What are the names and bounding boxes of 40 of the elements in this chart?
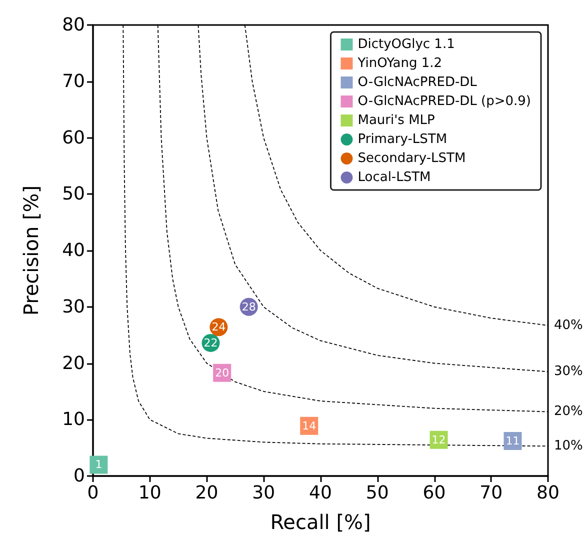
annotation: 11	[506, 434, 520, 448]
y-tick-label: 0	[74, 466, 85, 486]
x-axis-title: Recall [%]	[270, 510, 371, 534]
x-tick-label: 80	[536, 482, 560, 504]
y-tick-label: 30	[62, 296, 85, 318]
legend-label: Secondary-LSTM	[358, 151, 466, 166]
x-tick-label: 30	[252, 482, 276, 504]
y-tick-label: 40	[62, 240, 85, 261]
legend-label: Local-LSTM	[358, 170, 431, 185]
annotation: 20	[215, 366, 230, 380]
annotation: 28	[242, 300, 256, 314]
y-tick-label: 10	[62, 409, 85, 430]
annotation: 1	[95, 458, 102, 472]
x-tick-label: 70	[480, 482, 503, 504]
y-tick-label: 70	[62, 70, 85, 92]
series-label: 30%	[554, 364, 583, 380]
annotation: 12	[432, 433, 446, 446]
y-tick-label: 80	[62, 14, 85, 36]
x-tick-label: 20	[195, 482, 218, 504]
legend-label: YinOYang 1.2	[356, 56, 442, 71]
legend-label: Mauri's MLP	[358, 113, 436, 128]
x-tick-label: 0	[87, 482, 99, 504]
y-axis-title: Precision [%]	[19, 185, 43, 316]
series-label: 10%	[554, 438, 583, 454]
annotation: 14	[302, 419, 316, 432]
y-tick-label: 60	[62, 127, 85, 148]
y-tick-label: 20	[62, 352, 85, 374]
legend-label: Primary-LSTM	[358, 132, 448, 147]
legend-label: O-GlcNAcPRED-DL	[358, 75, 478, 90]
x-tick-label: 10	[138, 482, 162, 504]
annotation: 24	[212, 320, 226, 334]
annotation: 22	[204, 336, 218, 350]
y-tick-label: 50	[62, 184, 85, 205]
legend-label: O-GlcNAcPRED-DL (p>0.9)	[358, 94, 531, 109]
x-tick-label: 50	[366, 482, 389, 504]
series-label: 40%	[554, 318, 583, 333]
series-label: 20%	[554, 404, 583, 420]
x-tick-label: 60	[422, 482, 446, 504]
legend-label: DictyOGlyc 1.1	[358, 37, 455, 52]
x-tick-label: 40	[309, 482, 332, 504]
